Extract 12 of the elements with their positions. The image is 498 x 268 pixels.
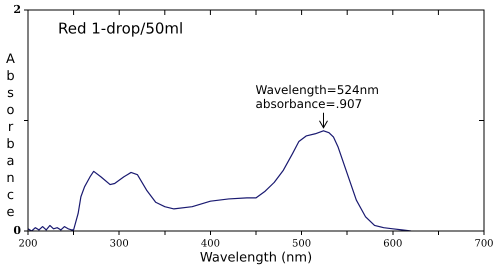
x-tick-label: 600 [383,238,402,250]
x-tick-label: 500 [292,238,312,250]
y-tick-label: 2 [13,2,21,16]
x-tick-label: 200 [18,238,38,250]
y-tick-label: 0 [13,224,22,237]
annotation: Wavelength=524nm absorbance=.907 [255,82,379,111]
x-tick-label: 400 [200,238,220,250]
y-axis-title: Absorbance [3,52,18,222]
annotation: Red 1-drop/50ml [58,19,184,38]
x-axis-title: Wavelength (nm) [200,250,312,266]
x-tick-label: 700 [474,238,494,250]
x-tick-label: 300 [110,238,129,250]
